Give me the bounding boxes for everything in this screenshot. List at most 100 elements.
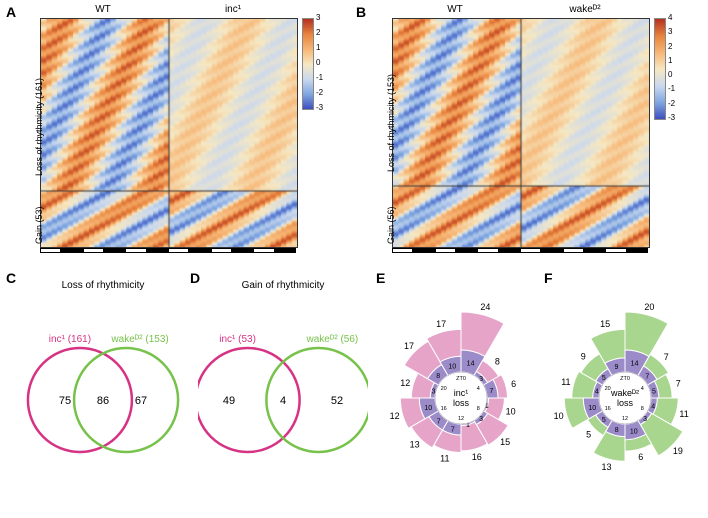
daybar-seg: [541, 248, 562, 253]
svg-text:3: 3: [643, 416, 647, 423]
heatmap-b-canvas: [392, 18, 650, 248]
svg-text:inc¹ (53): inc¹ (53): [219, 334, 256, 345]
colorbar-tick: -1: [316, 73, 323, 82]
rose-e-svg: 2414836710115316111713712101231781710ZT0…: [376, 280, 546, 510]
panel-b-ylab-loss: Loss of rhythmicity (153): [386, 74, 396, 172]
svg-text:loss: loss: [617, 398, 634, 408]
svg-text:16: 16: [472, 452, 482, 462]
svg-text:11: 11: [561, 377, 570, 387]
panel-a-ylab-loss: Loss of rhythmicity (161): [34, 78, 44, 176]
svg-text:49: 49: [223, 395, 235, 407]
colorbar-tick: 4: [668, 13, 672, 22]
svg-text:10: 10: [424, 405, 432, 412]
svg-text:24: 24: [480, 302, 490, 312]
daybar-seg: [605, 248, 626, 253]
colorbar-tick: 0: [668, 70, 672, 79]
svg-text:11: 11: [440, 453, 449, 463]
panel-a-heatmap: [40, 18, 320, 248]
daybar-seg: [253, 248, 274, 253]
svg-text:ZT0: ZT0: [620, 376, 630, 382]
svg-text:12: 12: [400, 378, 410, 388]
daybar-seg: [435, 248, 456, 253]
daybar-seg: [61, 248, 82, 253]
svg-text:ZT0: ZT0: [456, 376, 466, 382]
svg-text:8: 8: [615, 427, 619, 434]
panel-b-label: B: [356, 4, 366, 20]
venn-d-svg: inc¹ (53) wakeᴰ² (56) 49 4 52: [198, 280, 368, 490]
svg-text:13: 13: [410, 439, 420, 449]
svg-text:67: 67: [135, 395, 147, 407]
panel-b-col1: WT: [392, 4, 518, 15]
panel-a-col1: WT: [40, 4, 166, 15]
svg-text:9: 9: [581, 351, 586, 361]
daybar-seg: [456, 248, 477, 253]
panel-d-title: Gain of rhythmicity: [208, 280, 358, 291]
svg-text:7: 7: [664, 352, 669, 362]
panel-b-heatmap: [392, 18, 692, 248]
panel-d: Gain of rhythmicity inc¹ (53) wakeᴰ² (56)…: [198, 280, 368, 510]
svg-text:20: 20: [644, 302, 654, 312]
daybar-seg: [520, 248, 541, 253]
venn-c-svg: inc¹ (161)wakeᴰ² (153)758667: [18, 280, 188, 490]
daybar-seg: [584, 248, 605, 253]
svg-text:17: 17: [436, 319, 446, 329]
heatmap-a-canvas: [40, 18, 298, 248]
svg-text:4: 4: [477, 386, 480, 392]
svg-text:inc¹: inc¹: [454, 388, 469, 398]
svg-text:7: 7: [489, 388, 493, 395]
svg-text:7: 7: [676, 379, 681, 389]
svg-text:5: 5: [652, 388, 656, 395]
daybar-seg: [232, 248, 253, 253]
panel-b-colorbar: -3-2-101234: [654, 18, 666, 120]
svg-text:4: 4: [595, 388, 599, 395]
svg-text:10: 10: [506, 406, 516, 416]
svg-text:13: 13: [602, 462, 612, 472]
daybar-seg: [211, 248, 232, 253]
colorbar-tick: 1: [316, 43, 320, 52]
svg-text:inc¹ (161): inc¹ (161): [49, 334, 91, 345]
daybar-seg: [627, 248, 648, 253]
svg-text:86: 86: [97, 395, 109, 407]
svg-text:8: 8: [436, 373, 440, 380]
svg-text:14: 14: [631, 360, 639, 367]
svg-text:4: 4: [280, 395, 286, 407]
daybar-seg: [40, 248, 61, 253]
panel-a-colorbar: -3-2-10123: [302, 18, 314, 110]
colorbar-tick: 0: [316, 58, 320, 67]
colorbar-tick: -2: [316, 88, 323, 97]
colorbar-tick: -3: [668, 113, 675, 122]
colorbar-tick: 3: [316, 13, 320, 22]
panel-b: WT wakeᴰ² Loss of rhythmicity (153) Gain…: [392, 6, 692, 258]
svg-text:4: 4: [651, 404, 655, 411]
daybar-seg: [189, 248, 210, 253]
svg-text:20: 20: [605, 386, 611, 392]
svg-text:12: 12: [390, 411, 400, 421]
svg-text:7: 7: [645, 374, 649, 381]
svg-text:12: 12: [622, 416, 628, 422]
svg-text:10: 10: [588, 405, 596, 412]
colorbar-tick: -1: [668, 84, 675, 93]
panel-c-label: C: [6, 270, 16, 286]
svg-text:wakeᴰ² (56): wakeᴰ² (56): [306, 334, 359, 345]
colorbar-tick: 3: [668, 27, 672, 36]
svg-text:52: 52: [331, 395, 343, 407]
daybar-seg: [168, 248, 189, 253]
svg-text:4: 4: [641, 386, 644, 392]
svg-text:7: 7: [451, 426, 455, 433]
daybar-seg: [125, 248, 146, 253]
daybar-seg: [563, 248, 584, 253]
svg-text:16: 16: [605, 406, 611, 412]
panel-b-ylab-gain: Gain (56): [386, 206, 396, 244]
svg-text:10: 10: [554, 411, 564, 421]
daybar-seg: [499, 248, 520, 253]
panel-a-ylab-gain: Gain (53): [34, 206, 44, 244]
svg-text:16: 16: [441, 406, 447, 412]
svg-text:loss: loss: [453, 398, 470, 408]
panel-a: WT inc¹ Loss of rhythmicity (161) Gain (…: [40, 6, 320, 258]
colorbar-b-canvas: [654, 18, 666, 120]
daybar-seg: [477, 248, 498, 253]
daybar-seg: [392, 248, 413, 253]
svg-text:14: 14: [467, 360, 475, 367]
svg-text:10: 10: [630, 429, 638, 436]
panel-a-daybar: [40, 248, 296, 254]
